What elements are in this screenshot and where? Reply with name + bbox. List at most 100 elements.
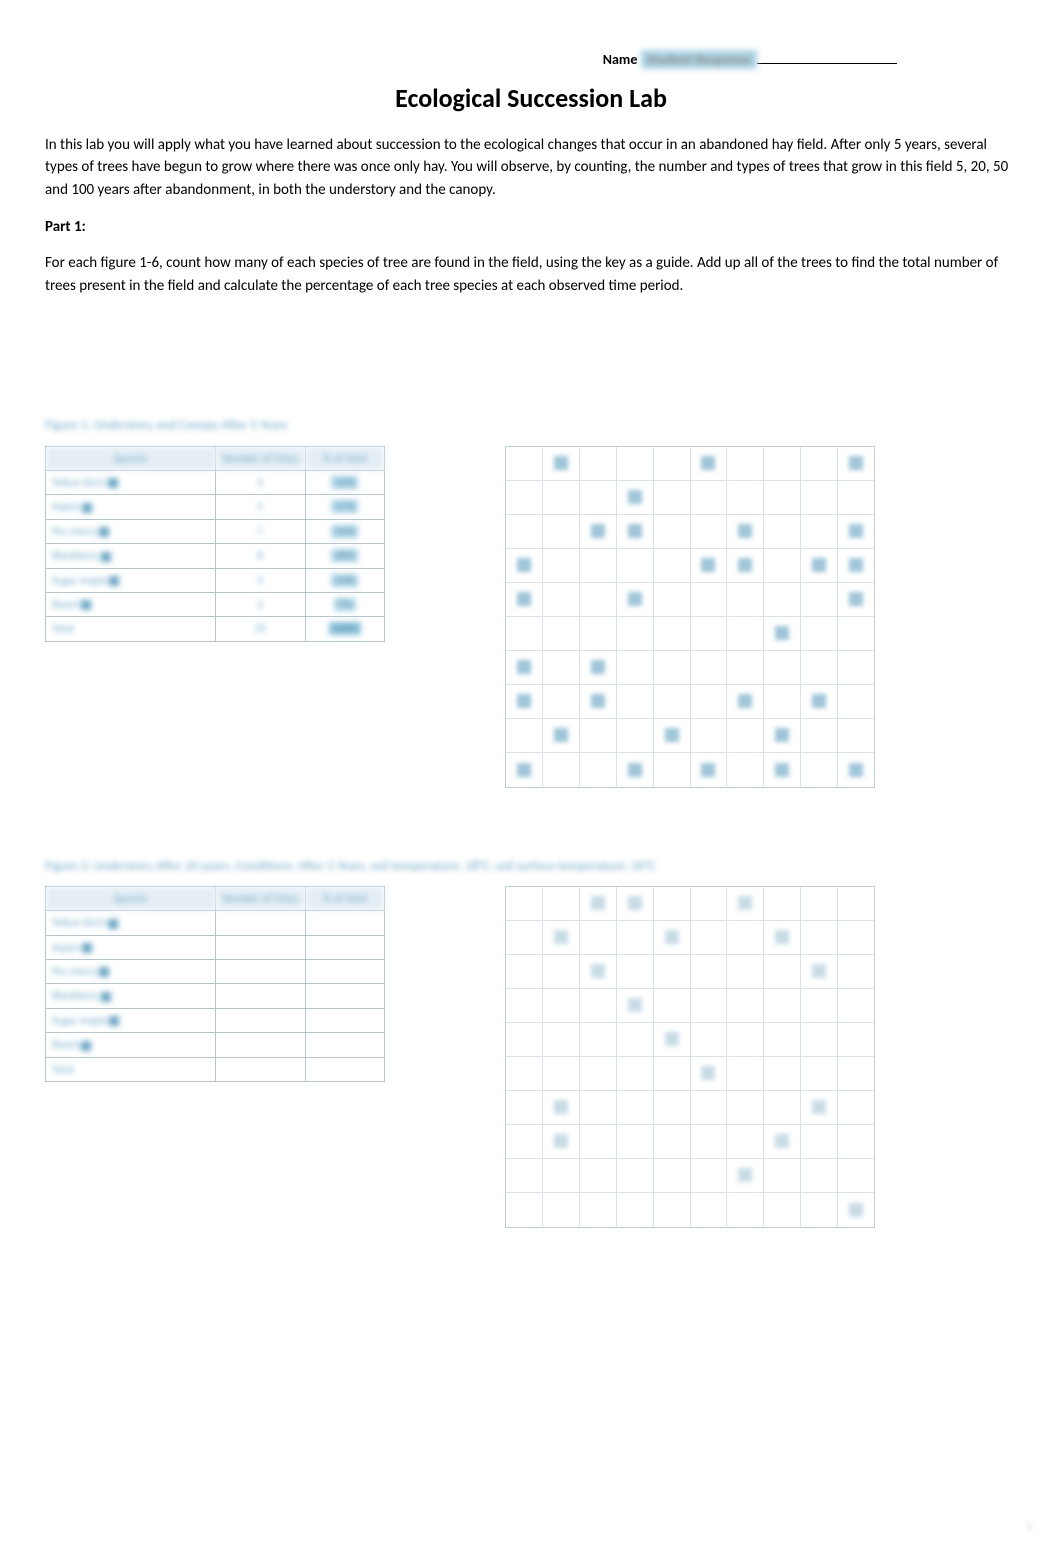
tree-marker [628,524,642,538]
tree-marker [591,524,605,538]
tree-marker [517,660,531,674]
cell-percent [305,1008,384,1032]
cell-number [215,960,305,984]
grid-cell [543,515,580,548]
grid-cell [801,481,838,514]
tree-marker [738,694,752,708]
table-row: Aspen517% [46,495,385,519]
grid-cell [801,617,838,650]
grid-cell [543,447,580,480]
grid-cell [654,515,691,548]
grid-cell [506,617,543,650]
grid-cell [727,1159,764,1192]
grid-cell [691,1023,728,1056]
grid-cell [617,955,654,988]
grid-row [506,447,874,481]
grid-cell [764,753,801,787]
grid-cell [580,481,617,514]
grid-cell [543,753,580,787]
name-field: Name Student Response [45,50,897,70]
grid-cell [764,1125,801,1158]
cell-species: Beech [46,1033,216,1057]
grid-cell [838,685,874,718]
tree-marker [849,1203,863,1217]
table-row: Sugar maple310% [46,568,385,592]
table-row: Blackberry828% [46,544,385,568]
tree-marker [701,763,715,777]
grid-cell [801,1091,838,1124]
tree-marker [738,896,752,910]
tree-marker [701,1066,715,1080]
grid-cell [691,955,728,988]
grid-cell [801,955,838,988]
grid-cell [727,887,764,920]
figure-2: Figure 2: Understory After 20 years. Con… [45,858,1017,1228]
tree-marker [665,728,679,742]
grid-cell [580,1057,617,1090]
grid-cell [506,921,543,954]
cell-number [215,911,305,935]
tree-marker [849,558,863,572]
grid-row [506,989,874,1023]
tree-marker [738,558,752,572]
table-header-row: Species Number of Trees % of Total [46,886,385,910]
grid-cell [506,1091,543,1124]
figure-1: Figure 1: Understory and Canopy After 5 … [45,417,1017,787]
grid-cell [764,1057,801,1090]
grid-cell [691,515,728,548]
grid-cell [543,1159,580,1192]
grid-cell [727,753,764,787]
grid-cell [654,753,691,787]
grid-cell [691,1091,728,1124]
grid-cell [838,887,874,920]
grid-cell [506,515,543,548]
cell-percent [305,984,384,1008]
grid-cell [654,651,691,684]
grid-cell [764,989,801,1022]
cell-species: Sugar maple [46,568,216,592]
grid-cell [727,719,764,752]
cell-total-num [215,1057,305,1081]
cell-species: Beech [46,593,216,617]
table-header-row: Species Number of Trees % of Total [46,446,385,470]
grid-cell [801,753,838,787]
grid-cell [727,583,764,616]
grid-cell [838,617,874,650]
cell-number [215,1008,305,1032]
tree-marker [775,763,789,777]
grid-row [506,753,874,787]
grid-cell [506,651,543,684]
grid-cell [543,617,580,650]
figure-1-title: Figure 1: Understory and Canopy After 5 … [45,417,1017,435]
tree-marker [665,930,679,944]
grid-cell [764,887,801,920]
cell-species: Blackberry [46,984,216,1008]
grid-row [506,921,874,955]
cell-percent: 7% [305,593,384,617]
grid-cell [617,651,654,684]
grid-cell [727,989,764,1022]
tree-marker [775,728,789,742]
grid-row [506,583,874,617]
grid-cell [506,989,543,1022]
intro-paragraph: In this lab you will apply what you have… [45,134,1017,202]
grid-cell [801,447,838,480]
grid-cell [691,1057,728,1090]
grid-cell [801,1057,838,1090]
grid-cell [801,1159,838,1192]
grid-cell [838,481,874,514]
grid-row [506,481,874,515]
cell-species: Aspen [46,935,216,959]
grid-cell [617,1125,654,1158]
grid-cell [838,989,874,1022]
tree-marker [554,456,568,470]
cell-percent [305,935,384,959]
grid-cell [727,447,764,480]
grid-cell [764,1159,801,1192]
grid-cell [691,719,728,752]
grid-cell [580,719,617,752]
cell-percent: 17% [305,495,384,519]
grid-cell [801,515,838,548]
tree-marker [628,592,642,606]
grid-cell [543,1193,580,1227]
